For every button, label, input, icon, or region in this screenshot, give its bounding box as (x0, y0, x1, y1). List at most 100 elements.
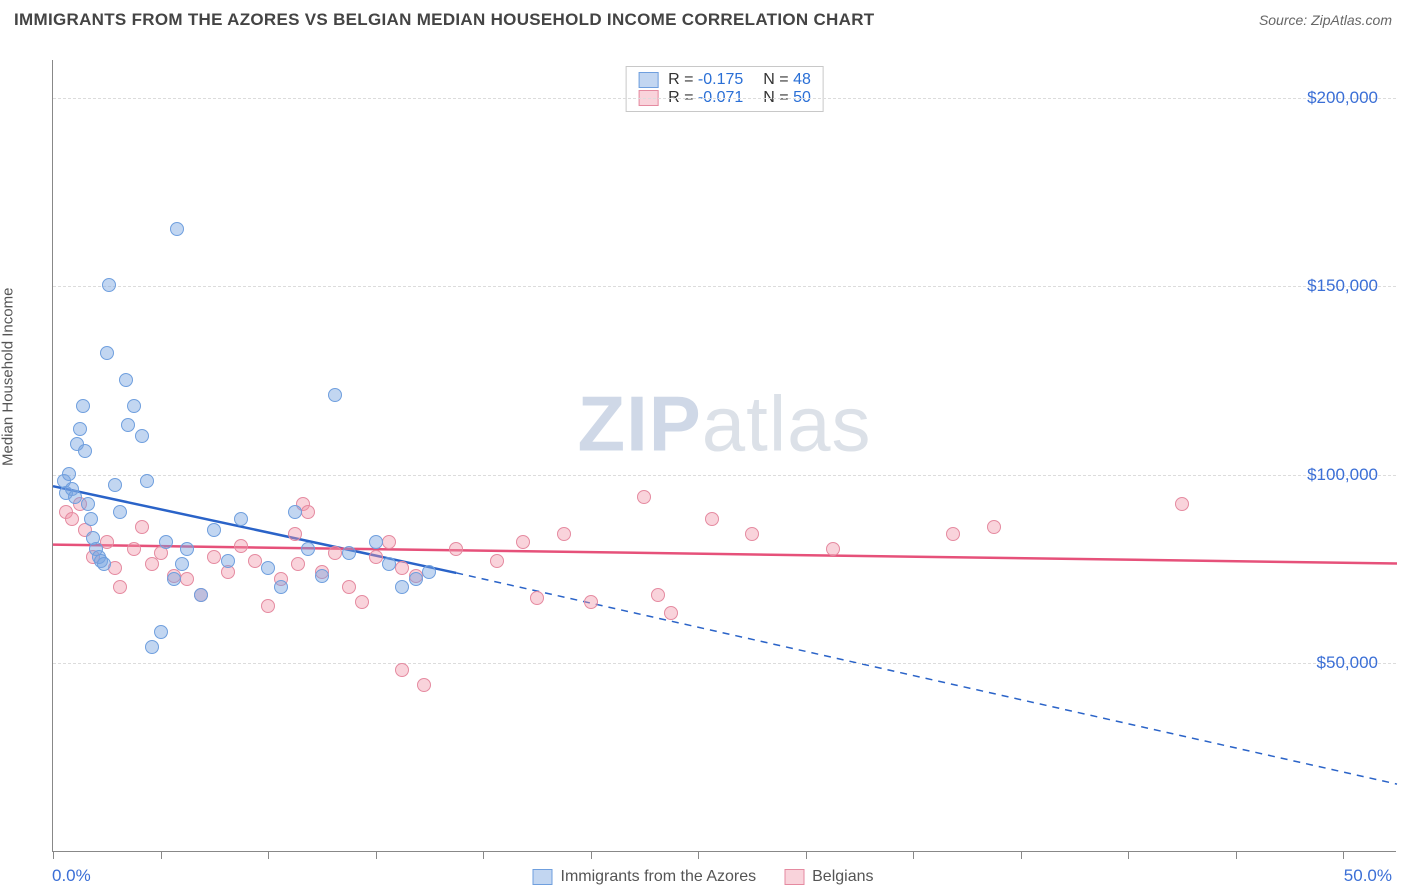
dot-azores (274, 580, 288, 594)
x-tick (1236, 851, 1237, 859)
dot-belgians (135, 520, 149, 534)
dot-belgians (395, 663, 409, 677)
dot-azores (382, 557, 396, 571)
dot-azores (170, 222, 184, 236)
dot-azores (78, 444, 92, 458)
dot-belgians (516, 535, 530, 549)
dot-azores (301, 542, 315, 556)
dot-azores (180, 542, 194, 556)
chart: Median Household Income ZIPatlas R = -0.… (0, 40, 1406, 892)
dot-azores (68, 490, 82, 504)
dot-azores (73, 422, 87, 436)
dot-azores (76, 399, 90, 413)
dot-belgians (207, 550, 221, 564)
dot-belgians (637, 490, 651, 504)
x-tick (1128, 851, 1129, 859)
dot-azores (261, 561, 275, 575)
x-tick (913, 851, 914, 859)
svg-layer (53, 60, 1396, 851)
x-tick (483, 851, 484, 859)
dot-azores (315, 569, 329, 583)
y-tick-label: $200,000 (1307, 88, 1378, 108)
trendline-azores-extrapolated (456, 573, 1397, 784)
dot-azores (97, 557, 111, 571)
title-bar: IMMIGRANTS FROM THE AZORES VS BELGIAN ME… (0, 0, 1406, 36)
dot-azores (81, 497, 95, 511)
dot-azores (342, 546, 356, 560)
legend-swatch (533, 869, 553, 885)
legend-label: Belgians (812, 868, 873, 886)
dot-azores (135, 429, 149, 443)
dot-belgians (65, 512, 79, 526)
x-tick (161, 851, 162, 859)
dot-azores (100, 346, 114, 360)
dot-azores (221, 554, 235, 568)
dot-azores (62, 467, 76, 481)
dot-azores (207, 523, 221, 537)
dot-belgians (946, 527, 960, 541)
dot-belgians (1175, 497, 1189, 511)
dot-belgians (417, 678, 431, 692)
dot-azores (108, 478, 122, 492)
y-tick-label: $50,000 (1317, 653, 1378, 673)
y-axis-label: Median Household Income (0, 288, 17, 466)
dot-belgians (113, 580, 127, 594)
x-axis-end: 50.0% (1344, 866, 1392, 886)
source-label: Source: ZipAtlas.com (1259, 12, 1392, 28)
dot-belgians (557, 527, 571, 541)
dot-belgians (584, 595, 598, 609)
dot-belgians (382, 535, 396, 549)
dot-belgians (234, 539, 248, 553)
dot-belgians (369, 550, 383, 564)
legend-item-belgians: Belgians (784, 868, 873, 886)
dot-belgians (355, 595, 369, 609)
dot-azores (127, 399, 141, 413)
dot-belgians (987, 520, 1001, 534)
dot-belgians (664, 606, 678, 620)
dot-azores (328, 388, 342, 402)
x-tick (1343, 851, 1344, 859)
dot-azores (145, 640, 159, 654)
gridline-h (53, 98, 1396, 99)
x-tick (53, 851, 54, 859)
plot-area: ZIPatlas R = -0.175N = 48R = -0.071N = 5… (52, 60, 1396, 852)
dot-belgians (490, 554, 504, 568)
dot-belgians (301, 505, 315, 519)
dot-belgians (328, 546, 342, 560)
legend-item-azores: Immigrants from the Azores (533, 868, 757, 886)
dot-belgians (288, 527, 302, 541)
dot-azores (140, 474, 154, 488)
dot-azores (113, 505, 127, 519)
x-tick (376, 851, 377, 859)
gridline-h (53, 286, 1396, 287)
dot-azores (167, 572, 181, 586)
x-axis-start: 0.0% (52, 866, 91, 886)
dot-belgians (705, 512, 719, 526)
gridline-h (53, 663, 1396, 664)
legend-series: Immigrants from the Azores Belgians (533, 868, 874, 886)
dot-belgians (449, 542, 463, 556)
dot-belgians (530, 591, 544, 605)
dot-azores (102, 278, 116, 292)
dot-belgians (342, 580, 356, 594)
dot-azores (369, 535, 383, 549)
dot-azores (234, 512, 248, 526)
dot-belgians (127, 542, 141, 556)
dot-azores (84, 512, 98, 526)
y-tick-label: $150,000 (1307, 276, 1378, 296)
x-tick (591, 851, 592, 859)
dot-azores (121, 418, 135, 432)
dot-azores (422, 565, 436, 579)
dot-azores (194, 588, 208, 602)
dot-belgians (291, 557, 305, 571)
dot-azores (288, 505, 302, 519)
x-tick (806, 851, 807, 859)
dot-belgians (826, 542, 840, 556)
dot-azores (409, 572, 423, 586)
chart-title: IMMIGRANTS FROM THE AZORES VS BELGIAN ME… (14, 10, 874, 30)
dot-belgians (395, 561, 409, 575)
dot-azores (395, 580, 409, 594)
dot-belgians (261, 599, 275, 613)
dot-azores (175, 557, 189, 571)
x-tick (698, 851, 699, 859)
